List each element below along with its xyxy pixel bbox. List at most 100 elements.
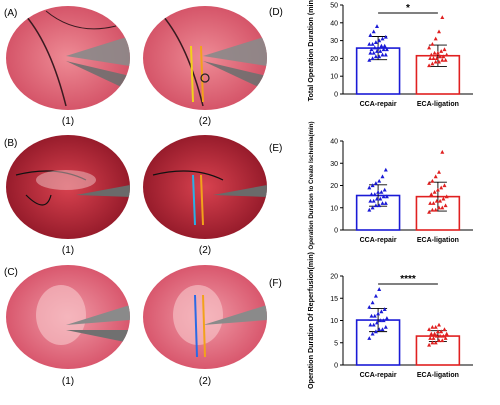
data-point <box>373 54 378 59</box>
surgical-photo-a1 <box>6 6 130 110</box>
data-point <box>435 187 440 192</box>
data-point <box>432 50 437 55</box>
data-point <box>434 56 439 60</box>
data-point <box>373 203 378 208</box>
y-tick-label: 0 <box>334 363 338 370</box>
data-point <box>440 205 445 210</box>
data-point <box>433 59 438 64</box>
data-point <box>430 178 435 183</box>
data-point <box>373 40 378 44</box>
panel-label-b: (B) <box>4 138 18 149</box>
data-point <box>378 49 383 53</box>
data-point <box>370 56 375 60</box>
y-tick-label: 10 <box>330 74 338 81</box>
data-point <box>377 54 382 59</box>
y-tick-label: 20 <box>330 56 338 63</box>
data-point <box>375 320 379 325</box>
data-point <box>382 43 387 48</box>
data-point <box>381 318 386 323</box>
chart-d: (D) Total Operation Duration (min) 0 10 20 30… <box>269 0 473 108</box>
data-point <box>428 201 433 205</box>
data-point <box>443 57 448 62</box>
chart-panel-label: (D) <box>269 7 283 18</box>
data-point <box>370 41 375 46</box>
significance-label: **** <box>400 274 416 285</box>
surgical-photo-a2 <box>143 6 267 110</box>
x-tick-label: ECA-ligation <box>417 101 459 108</box>
data-point <box>444 52 449 57</box>
data-point <box>371 198 376 203</box>
data-point <box>370 183 375 188</box>
y-tick-label: 40 <box>330 139 338 146</box>
sublabel-c1: (1) <box>61 376 75 387</box>
data-point <box>371 50 376 55</box>
data-point <box>441 333 446 338</box>
data-point <box>434 198 439 203</box>
data-point <box>430 324 435 329</box>
x-tick-label: CCA-repair <box>360 237 397 244</box>
data-point <box>367 336 372 340</box>
surgical-photo-b2 <box>143 135 267 239</box>
data-point <box>370 331 375 336</box>
data-point <box>367 207 372 212</box>
data-point <box>369 47 374 52</box>
y-axis-label: Total Operation Duration (min) <box>306 0 315 101</box>
data-point <box>434 333 439 338</box>
data-point <box>372 45 377 50</box>
panel-label-a: (A) <box>4 8 18 19</box>
data-point <box>383 324 388 329</box>
data-point <box>377 178 382 183</box>
data-point <box>427 342 432 347</box>
data-point <box>442 47 447 52</box>
data-point <box>368 198 373 203</box>
x-tick-label: ECA-ligation <box>417 372 459 379</box>
y-tick-label: 40 <box>330 20 338 27</box>
data-point <box>373 329 378 334</box>
data-point <box>440 149 445 154</box>
data-point <box>377 38 382 43</box>
y-tick-label: 0 <box>334 92 338 99</box>
data-point <box>437 169 441 174</box>
data-point <box>435 50 440 55</box>
data-point <box>382 307 387 311</box>
data-point <box>368 322 373 327</box>
data-point <box>439 185 444 190</box>
data-point <box>380 201 385 205</box>
data-point <box>432 331 437 336</box>
data-point <box>429 331 434 336</box>
data-point <box>428 336 433 340</box>
data-point <box>429 52 434 57</box>
y-tick-label: 30 <box>330 161 338 168</box>
sublabel-a2: (2) <box>198 116 212 127</box>
x-tick-label: CCA-repair <box>360 101 397 108</box>
y-tick-label: 30 <box>330 38 338 45</box>
data-point <box>443 336 448 340</box>
sublabel-a1: (1) <box>61 116 75 127</box>
data-point <box>377 327 382 331</box>
data-point <box>384 316 389 320</box>
data-point <box>437 59 441 64</box>
data-point <box>369 313 374 318</box>
data-point <box>370 300 375 305</box>
y-tick-label: 10 <box>330 205 338 212</box>
data-point <box>379 309 384 314</box>
data-point <box>431 336 436 340</box>
data-point <box>430 61 435 66</box>
data-point <box>383 34 388 39</box>
y-tick-label: 10 <box>330 318 338 325</box>
data-point <box>373 293 378 298</box>
data-point <box>378 318 383 323</box>
data-point <box>431 56 436 60</box>
data-point <box>438 54 443 59</box>
y-axis-label: Operation Duration to Create Ischemia(mi… <box>308 121 315 249</box>
data-point <box>431 201 436 205</box>
chart-panel-label: (F) <box>269 278 282 289</box>
data-point <box>383 201 388 205</box>
data-point <box>380 36 385 41</box>
y-tick-label: 5 <box>334 340 338 347</box>
chart-e: (E) Operation Duration to Create Ischemia… <box>269 121 473 250</box>
data-point <box>381 194 386 199</box>
data-point <box>372 192 377 196</box>
data-point <box>439 329 444 334</box>
